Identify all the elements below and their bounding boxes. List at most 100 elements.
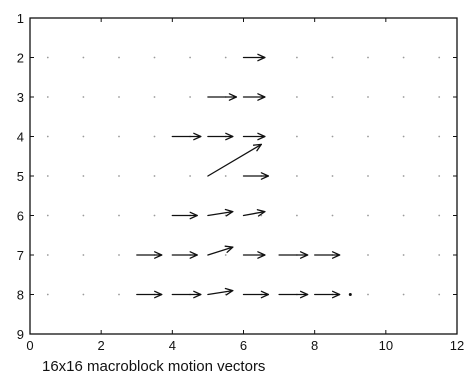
grid-dot — [438, 135, 441, 138]
grid-dot — [402, 254, 405, 256]
vector-field — [136, 53, 352, 299]
vector-head — [193, 290, 202, 299]
vector-head — [193, 132, 202, 141]
grid-dot — [402, 214, 405, 217]
vector-head — [260, 172, 270, 180]
motion-vector — [207, 132, 234, 141]
grid-dot — [46, 56, 49, 59]
grid-dot — [331, 96, 334, 98]
grid-dot — [367, 254, 369, 256]
vector-head — [331, 251, 341, 259]
motion-vector — [278, 251, 309, 259]
grid-dot — [296, 135, 298, 138]
vector-head — [224, 208, 234, 217]
vector-head — [299, 251, 309, 259]
grid-dot — [402, 96, 405, 98]
grid-dot — [153, 96, 156, 98]
grid-dot — [438, 96, 441, 98]
y-tick-label: 1 — [17, 11, 24, 26]
motion-vector — [207, 143, 262, 177]
x-tick-label: 8 — [311, 338, 318, 353]
grid-dot — [296, 214, 298, 217]
vector-head — [225, 132, 234, 141]
grid-dot — [402, 175, 405, 177]
x-tick-label: 6 — [240, 338, 247, 353]
grid-dot — [82, 175, 85, 177]
grid-dot — [402, 135, 405, 138]
vector-head — [257, 93, 266, 101]
motion-vector — [242, 93, 266, 101]
grid-dot — [118, 56, 120, 59]
grid-dot — [82, 135, 85, 138]
motion-vector — [171, 132, 202, 141]
grid-dot — [46, 96, 49, 98]
grid-dot — [367, 175, 369, 177]
vector-head — [189, 211, 198, 220]
grid-dot — [118, 214, 120, 217]
y-tick-label: 7 — [17, 248, 24, 263]
motion-vector — [171, 211, 198, 220]
motion-vector — [136, 251, 163, 259]
motion-vector — [207, 287, 234, 296]
grid-dot — [367, 293, 369, 296]
grid-dot — [438, 293, 441, 296]
motion-vector — [314, 290, 341, 299]
grid-dot — [331, 175, 334, 177]
motion-vector — [242, 209, 266, 217]
vector-shaft — [207, 143, 262, 177]
grid-dot — [438, 175, 441, 177]
y-tick-label: 5 — [17, 169, 24, 184]
grid-dot — [438, 214, 441, 217]
motion-vector — [207, 93, 238, 101]
motion-vector — [136, 290, 163, 299]
grid-dot — [402, 293, 405, 296]
motion-vector — [242, 251, 266, 259]
grid-dot — [82, 56, 85, 59]
motion-vector — [207, 208, 234, 217]
vector-shaft — [207, 246, 234, 256]
vector-head — [260, 290, 270, 299]
grid-dot — [82, 254, 85, 256]
grid-dot — [82, 214, 85, 217]
vector-head — [252, 143, 262, 152]
grid-dot — [46, 135, 49, 138]
vector-head — [299, 290, 309, 299]
x-tick-label: 4 — [169, 338, 176, 353]
grid-dot — [82, 293, 85, 296]
vector-dot — [348, 293, 352, 296]
grid-dot — [118, 96, 120, 98]
motion-vector — [242, 172, 270, 180]
grid-dot — [118, 254, 120, 256]
grid-dot — [224, 175, 227, 177]
grid-dot — [296, 96, 298, 98]
grid-dot — [438, 56, 441, 59]
vector-shaft — [207, 210, 234, 217]
grid-dot — [82, 96, 85, 98]
vector-head — [257, 53, 266, 62]
y-tick-label: 3 — [17, 90, 24, 105]
y-tick-label: 9 — [17, 327, 24, 342]
x-tick-label: 0 — [26, 338, 33, 353]
vector-head — [224, 245, 234, 253]
grid-dot — [296, 56, 298, 59]
x-tick-label: 12 — [450, 338, 464, 353]
motion-vector — [242, 290, 270, 299]
y-tick-label: 8 — [17, 288, 24, 303]
grid-dot — [367, 135, 369, 138]
grid-dot — [189, 175, 192, 177]
grid-dot — [438, 254, 441, 256]
grid-dot — [189, 96, 192, 98]
vector-shaft — [242, 210, 266, 217]
y-tick-label: 4 — [17, 130, 24, 145]
x-tick-label: 2 — [98, 338, 105, 353]
grid-dot — [331, 135, 334, 138]
motion-vector — [348, 293, 352, 296]
grid-dot — [367, 214, 369, 217]
grid-dot — [153, 214, 156, 217]
grid-dot — [153, 56, 156, 59]
grid-points — [46, 56, 441, 296]
grid-dot — [46, 175, 49, 177]
vector-head — [257, 132, 266, 141]
grid-dot — [118, 135, 120, 138]
grid-dot — [46, 214, 49, 217]
